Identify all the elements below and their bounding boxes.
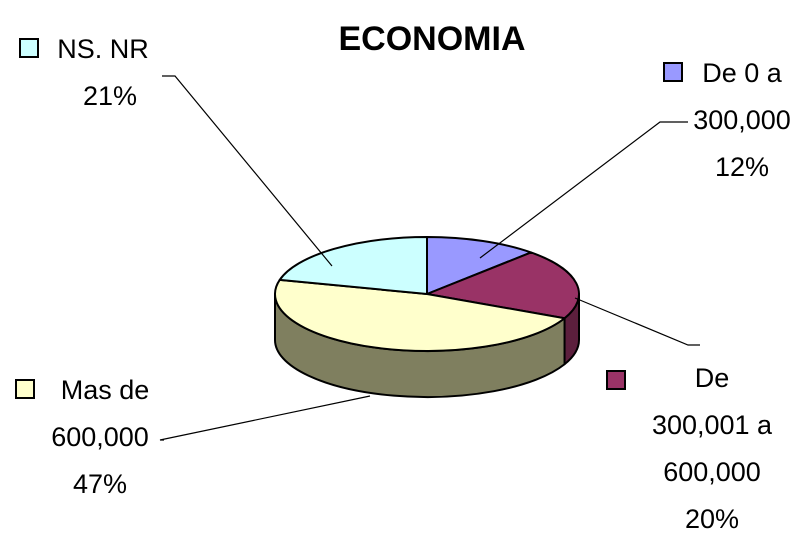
label-marker-ns (19, 38, 39, 58)
slice-label-ns-line-1: NS. NR (57, 34, 149, 64)
label-marker-mas (15, 379, 35, 399)
pie-slice-ns (278, 236, 428, 295)
leader-lines (159, 75, 700, 441)
slice-label-de0-line-1: De 0 a (702, 58, 783, 88)
slice-percent-mas: 47% (73, 469, 127, 499)
pie-slices (274, 236, 580, 352)
leader-line-de300 (574, 297, 700, 346)
slice-labels: De 0 a 300,000 12% De 300,001 a 600,000 20% Mas… (15, 34, 791, 534)
leader-line-de0 (479, 121, 688, 259)
slice-label-mas-line-1: Mas de (61, 375, 150, 405)
slice-label-mas-line-2: 600,000 (51, 422, 149, 452)
slice-percent-de0: 12% (715, 152, 769, 182)
slice-percent-de300: 20% (685, 504, 739, 534)
slice-percent-ns: 21% (83, 81, 137, 111)
slice-label-de300-line-2: 300,001 a (652, 410, 773, 440)
leader-line-ns (162, 75, 333, 267)
label-marker-de300 (606, 370, 626, 390)
chart-title: ECONOMIA (339, 20, 526, 58)
pie-slice-de0 (426, 236, 533, 295)
label-marker-de0 (663, 62, 683, 82)
slice-label-de300-line-3: 600,000 (663, 457, 761, 487)
leader-line-mas (159, 395, 371, 441)
pie-slice-de300 (426, 251, 580, 320)
slice-label-de300-line-1: De (695, 363, 730, 393)
slice-label-de0-line-2: 300,000 (693, 105, 791, 135)
pie-slice-mas (274, 278, 566, 352)
